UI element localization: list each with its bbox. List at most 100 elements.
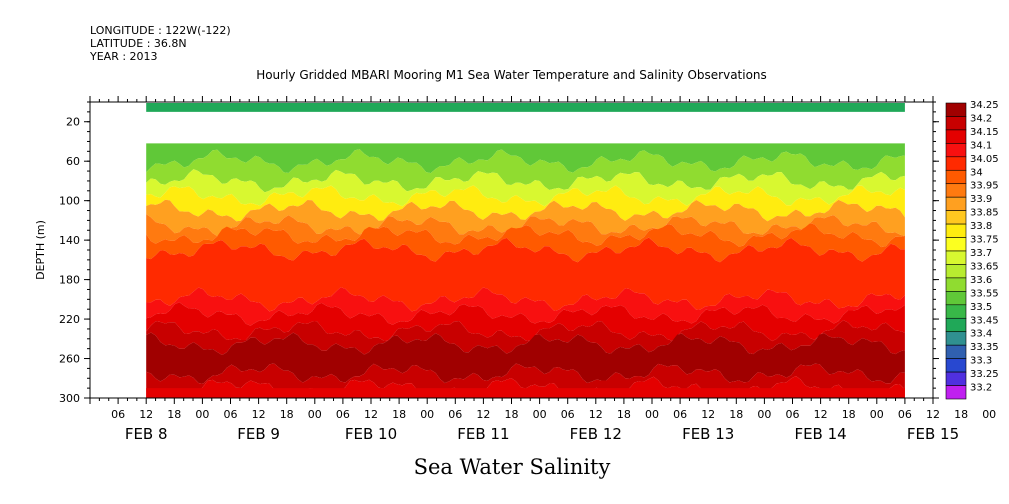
x-hour-tick-label: 00 (420, 408, 434, 421)
colorbar-label: 33.65 (970, 261, 999, 272)
salinity-band (146, 199, 905, 237)
colorbar-label: 33.95 (970, 181, 999, 192)
x-hour-tick-label: 12 (701, 408, 715, 421)
colorbar-swatch (945, 196, 967, 211)
salinity-band (146, 143, 905, 174)
salinity-band (146, 320, 905, 355)
x-hour-tick-label: 06 (224, 408, 238, 421)
x-hour-tick-label: 00 (195, 408, 209, 421)
colorbar-label: 33.4 (970, 329, 992, 340)
x-hour-tick-label: 06 (448, 408, 462, 421)
colorbar-label: 33.5 (970, 302, 992, 313)
y-tick-label: 220 (59, 313, 80, 326)
colorbar-swatch (945, 210, 967, 225)
x-hour-tick-label: 12 (814, 408, 828, 421)
x-hour-tick-label: 12 (139, 408, 153, 421)
x-hour-tick-label: 18 (167, 408, 181, 421)
longitude-label: LONGITUDE : 122W(-122) (90, 24, 231, 37)
y-axis-label: DEPTH (m) (34, 220, 47, 280)
y-tick-label: 20 (66, 116, 80, 129)
x-hour-tick-label: 00 (533, 408, 547, 421)
colorbar-label: 34 (970, 167, 983, 178)
colorbar-swatch (945, 264, 967, 279)
x-hour-tick-label: 00 (308, 408, 322, 421)
x-day-label: FEB 13 (682, 425, 734, 443)
x-hour-tick-label: 18 (954, 408, 968, 421)
x-hour-tick-label: 00 (982, 408, 996, 421)
colorbar-swatch (945, 385, 967, 400)
y-tick-label: 300 (59, 392, 80, 405)
x-hour-tick-label: 06 (673, 408, 687, 421)
x-day-label: FEB 11 (457, 425, 509, 443)
x-hour-tick-label: 00 (645, 408, 659, 421)
x-hour-tick-label: 12 (926, 408, 940, 421)
salinity-band (146, 214, 905, 248)
x-hour-tick-label: 12 (252, 408, 266, 421)
x-hour-tick-label: 12 (589, 408, 603, 421)
colorbar-swatch (945, 371, 967, 386)
colorbar-label: 33.6 (970, 275, 992, 286)
colorbar-label: 33.3 (970, 356, 992, 367)
x-hour-tick-label: 18 (842, 408, 856, 421)
x-day-label: FEB 15 (907, 425, 959, 443)
x-hour-tick-label: 06 (561, 408, 575, 421)
x-hour-tick-label: 12 (476, 408, 490, 421)
colorbar-swatch (945, 344, 967, 359)
surface-salinity-band (146, 102, 905, 112)
colorbar-swatch (945, 156, 967, 171)
colorbar-swatch (945, 223, 967, 238)
x-hour-tick-label: 18 (729, 408, 743, 421)
x-hour-tick-label: 06 (111, 408, 125, 421)
x-hour-tick-label: 18 (617, 408, 631, 421)
x-hour-tick-label: 06 (898, 408, 912, 421)
y-tick-label: 60 (66, 155, 80, 168)
x-hour-tick-label: 18 (280, 408, 294, 421)
colorbar-swatch (945, 183, 967, 198)
colorbar-label: 33.55 (970, 288, 999, 299)
salinity-band (146, 388, 905, 398)
salinity-band (146, 237, 905, 312)
colorbar-label: 33.35 (970, 342, 999, 353)
colorbar-swatch (945, 237, 967, 252)
chart-title-text: Hourly Gridded MBARI Mooring M1 Sea Wate… (256, 68, 767, 82)
x-day-label: FEB 14 (794, 425, 846, 443)
x-day-label: FEB 8 (125, 425, 168, 443)
colorbar-swatch (945, 331, 967, 346)
colorbar-label: 33.7 (970, 248, 992, 259)
colorbar-label: 33.2 (970, 383, 992, 394)
chart-title: Hourly Gridded MBARI Mooring M1 Sea Wate… (0, 68, 1009, 82)
colorbar-swatch (945, 102, 967, 117)
year-label: YEAR : 2013 (90, 50, 158, 63)
y-tick-label: 100 (59, 195, 80, 208)
location-metadata: LONGITUDE : 122W(-122) LATITUDE : 36.8N … (90, 24, 231, 63)
colorbar-label: 33.9 (970, 194, 992, 205)
x-day-label: FEB 12 (570, 425, 622, 443)
colorbar-label: 33.75 (970, 235, 999, 246)
colorbar-swatch (945, 291, 967, 306)
colorbar-swatch (945, 250, 967, 265)
salinity-band (146, 169, 905, 207)
salinity-band (146, 223, 905, 263)
salinity-band (146, 149, 905, 193)
x-hour-tick-label: 06 (336, 408, 350, 421)
colorbar-swatch (945, 358, 967, 373)
colorbar-swatch (945, 169, 967, 185)
x-hour-tick-label: 06 (786, 408, 800, 421)
colorbar-label: 34.1 (970, 140, 992, 151)
x-hour-tick-label: 18 (505, 408, 519, 421)
colorbar-swatch (945, 277, 967, 292)
salinity-band (146, 332, 905, 384)
colorbar-swatch (945, 143, 967, 158)
latitude-label: LATITUDE : 36.8N (90, 37, 187, 50)
x-hour-tick-label: 00 (870, 408, 884, 421)
colorbar-label: 34.05 (970, 154, 999, 165)
y-tick-label: 140 (59, 234, 80, 247)
colorbar-swatch (945, 317, 967, 333)
colorbar-label: 34.25 (970, 100, 999, 111)
colorbar-swatch (945, 116, 967, 131)
x-hour-tick-label: 00 (757, 408, 771, 421)
x-hour-tick-label: 18 (392, 408, 406, 421)
colorbar-label: 33.25 (970, 369, 999, 380)
x-hour-tick-label: 12 (364, 408, 378, 421)
